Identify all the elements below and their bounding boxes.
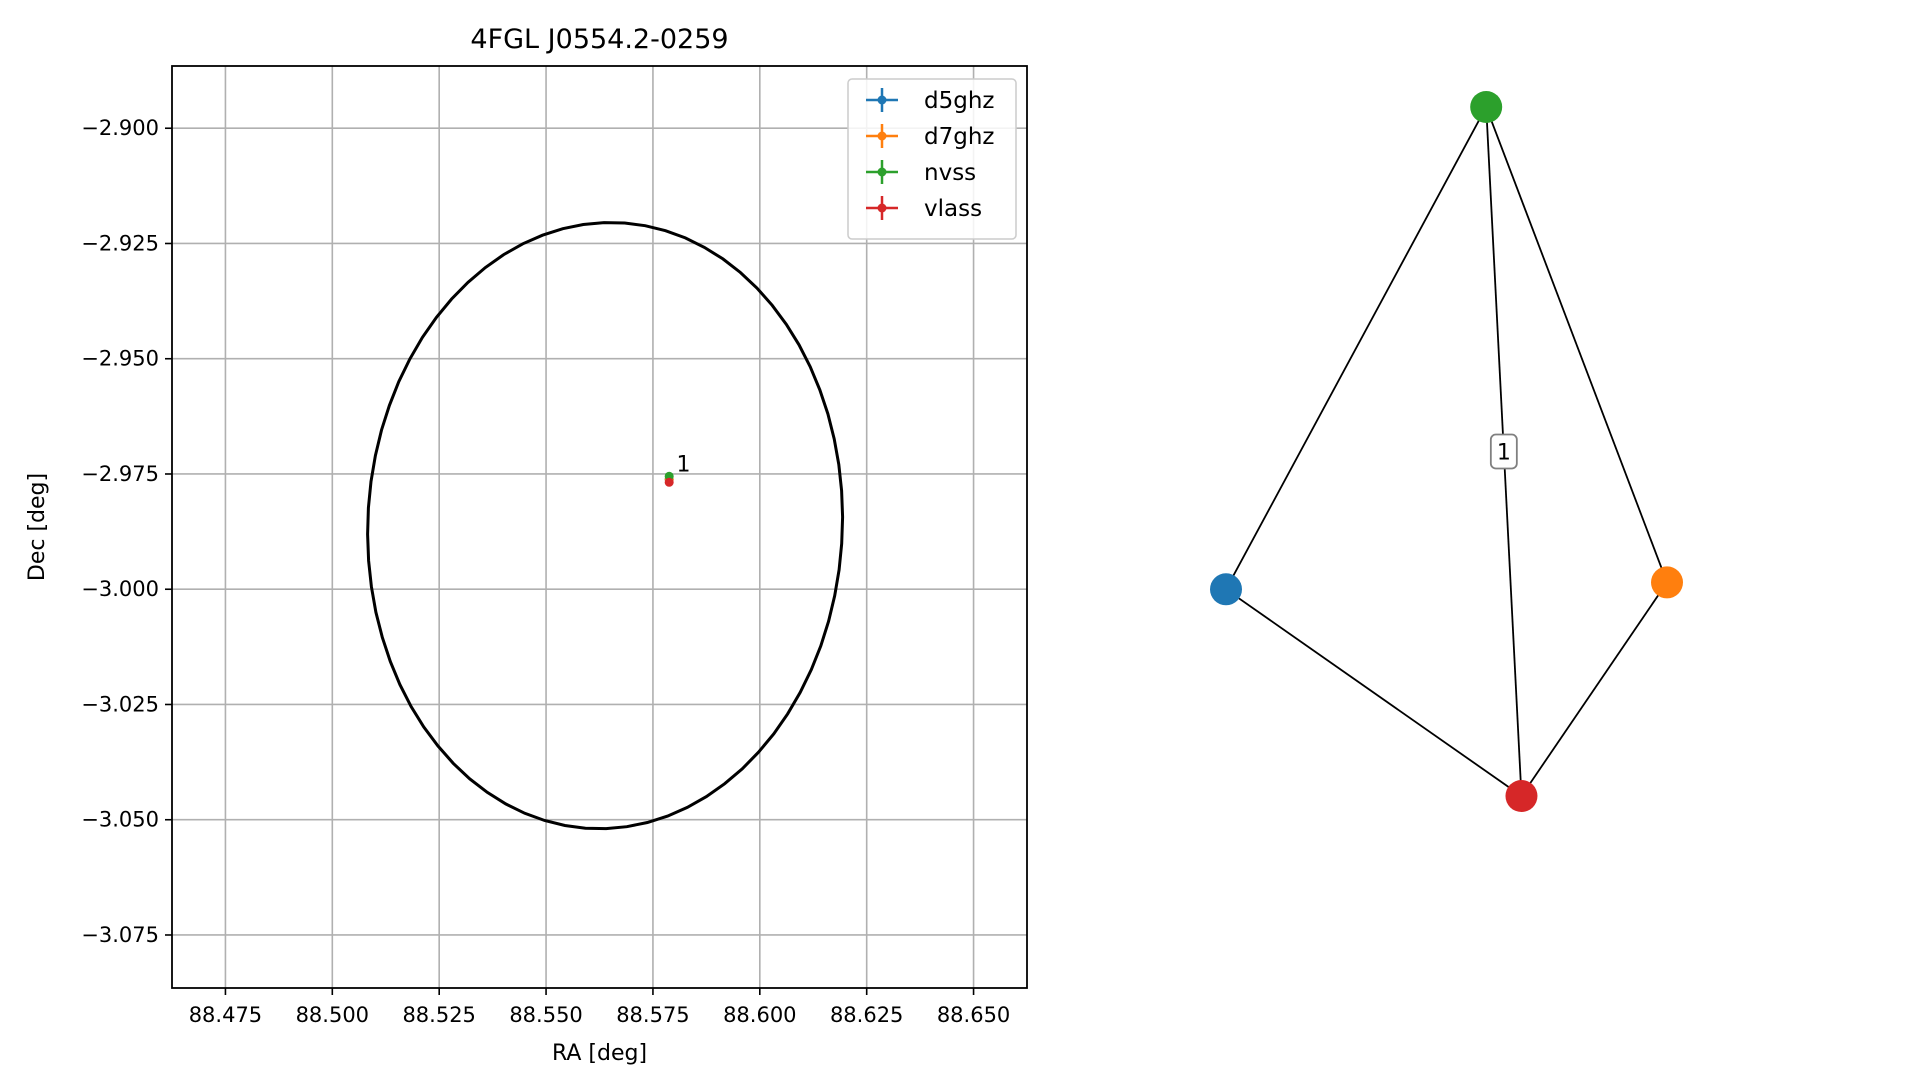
x-tick-label: 88.500 (296, 1003, 369, 1027)
y-tick-label: −2.950 (81, 347, 159, 371)
x-tick-label: 88.650 (937, 1003, 1010, 1027)
legend-item-vlass: vlass (866, 196, 982, 222)
source-points (664, 471, 674, 487)
legend: d5ghz d7ghz nvss vlass (847, 78, 1017, 240)
legend-label: nvss (924, 160, 976, 186)
y-tick-label: −2.900 (81, 116, 159, 140)
legend-marker-dot (877, 131, 887, 141)
legend-label: d5ghz (924, 88, 994, 114)
edge-label-box (1489, 433, 1518, 470)
x-tick-label: 88.475 (189, 1003, 262, 1027)
chart-title: 4FGL J0554.2-0259 (470, 24, 728, 55)
node-vlass (1505, 780, 1538, 812)
edge-label: 1 (1489, 433, 1518, 470)
y-tick-label: −3.025 (81, 692, 159, 716)
edge-d7ghz-vlass (1520, 581, 1668, 797)
x-axis-label: RA [deg] (552, 1041, 647, 1066)
x-tick-label: 88.525 (402, 1003, 475, 1027)
legend-marker-dot (877, 203, 887, 213)
x-tick-label: 88.550 (509, 1003, 582, 1027)
y-ticks: −2.900 −2.925 −2.950 −2.975 −3.000 −3.025 −3.0… (81, 116, 172, 947)
plot-frame (171, 65, 1028, 989)
point-annotation: 1 (676, 453, 690, 478)
network-graph: 1 (1210, 91, 1683, 812)
graph-nodes (1210, 91, 1683, 812)
y-tick-label: −3.075 (81, 923, 159, 947)
x-tick-label: 88.575 (616, 1003, 689, 1027)
legend-marker-dot (877, 167, 887, 177)
grid-lines (172, 66, 1027, 988)
y-tick-label: −2.925 (81, 231, 159, 255)
legend-item-d7ghz: d7ghz (866, 124, 994, 150)
y-tick-label: −2.975 (81, 462, 159, 486)
edge-nvss-d7ghz (1485, 106, 1668, 583)
node-d5ghz (1210, 573, 1242, 606)
legend-label: d7ghz (924, 124, 994, 150)
legend-item-nvss: nvss (866, 160, 976, 186)
node-nvss (1470, 91, 1503, 123)
legend-box (847, 78, 1017, 240)
y-tick-label: −3.000 (81, 577, 159, 601)
edge-nvss-d5ghz (1225, 106, 1487, 590)
y-axis-label: Dec [deg] (25, 473, 50, 581)
x-tick-label: 88.625 (830, 1003, 903, 1027)
x-tick-label: 88.600 (723, 1003, 796, 1027)
node-d7ghz (1651, 566, 1683, 599)
legend-marker-dot (877, 95, 887, 105)
edge-label-text: 1 (1497, 441, 1511, 466)
sky-position-chart: 1 88.475 88.500 88.525 88.550 88.575 88.600 88… (25, 24, 1028, 1066)
legend-item-d5ghz: d5ghz (866, 88, 994, 114)
x-ticks: 88.475 88.500 88.525 88.550 88.575 88.600 88.6… (189, 988, 1010, 1027)
edge-d5ghz-vlass (1225, 588, 1522, 797)
y-tick-label: −3.050 (81, 808, 159, 832)
graph-edges (1225, 106, 1668, 797)
legend-label: vlass (924, 196, 982, 222)
point-vlass (664, 477, 674, 487)
error-ellipse (366, 221, 845, 831)
